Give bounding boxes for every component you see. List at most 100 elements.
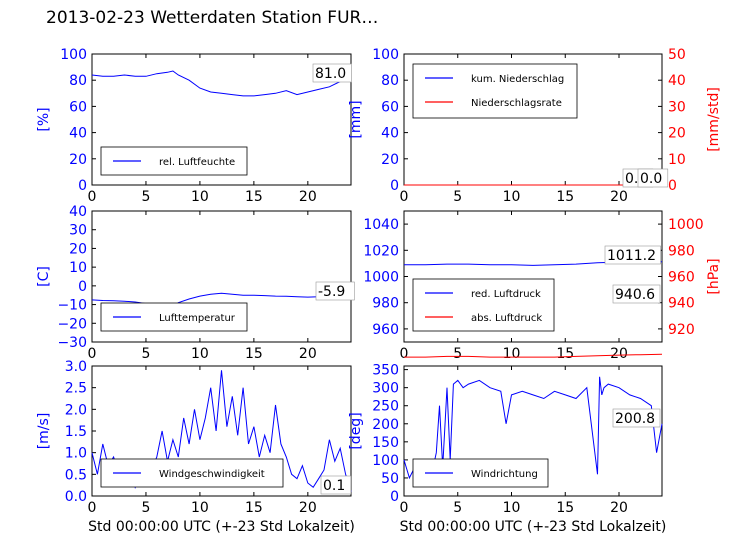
x-tick-label: 15 <box>245 500 263 516</box>
x-tick-label: 5 <box>141 500 150 516</box>
y-tick-label: 40 <box>69 126 87 142</box>
y-tick-label: −30 <box>57 335 87 351</box>
x-tick-label: 0 <box>88 500 97 516</box>
legend: rel. Luftfeuchte <box>100 146 248 176</box>
x-tick-label: 10 <box>503 346 521 362</box>
value-annotation-box <box>604 245 661 265</box>
y-tick-label: 80 <box>69 73 87 89</box>
x-tick-label: 5 <box>141 346 150 362</box>
y-tick-label: 0 <box>390 178 399 194</box>
x-tick-label: 10 <box>503 189 521 205</box>
legend-label: abs. Luftdruck <box>471 313 542 324</box>
y-tick-label: 1040 <box>363 217 399 233</box>
legend-label: kum. Niederschlag <box>471 74 564 85</box>
y-tick-label: 0.0 <box>65 489 87 505</box>
y-tick-label: 20 <box>69 152 87 168</box>
x-tick-label: 15 <box>245 189 263 205</box>
y-axis-label: [m/s] <box>36 413 52 450</box>
series-line-0 <box>403 376 663 483</box>
legend-label: Windgeschwindigkeit <box>159 469 265 480</box>
legend: kum. Niederschlag Niederschlagsrate <box>412 63 578 119</box>
y-tick-label: 150 <box>372 435 399 451</box>
y-tick-label: 0 <box>78 279 87 295</box>
value-annotation-box <box>315 281 355 301</box>
value-annotation-2: 0.0 <box>640 171 662 187</box>
y2-tick-label: 940 <box>668 296 695 312</box>
legend-label: Niederschlagsrate <box>471 98 562 109</box>
y-axis-label: [%] <box>36 107 52 131</box>
y-tick-label: 100 <box>372 47 399 63</box>
value-annotation: 200.8 <box>615 411 655 427</box>
y-tick-label: 2.0 <box>65 402 87 418</box>
value-annotation: 1011.2 <box>607 248 656 264</box>
y2-tick-label: 980 <box>668 243 695 259</box>
value-annotation-box <box>320 475 352 495</box>
x-tick-label: 10 <box>503 500 521 516</box>
y-tick-label: 40 <box>69 204 87 220</box>
y-tick-label: 50 <box>381 471 399 487</box>
value-annotation-2: 940.6 <box>615 287 655 303</box>
chart-temperature: 0 5 10 15 20 −30 −20 −10 0 10 20 30 40 [C] Lufttempera… <box>36 204 355 362</box>
y-tick-label: 80 <box>381 73 399 89</box>
x-tick-label: 0 <box>88 346 97 362</box>
value-annotation: 0.1 <box>323 478 345 494</box>
chart-humidity: 0 5 10 15 20 0 20 40 60 80 100 [%] rel. Luftfeuchte 8… <box>36 47 352 205</box>
x-tick-label: 5 <box>453 189 462 205</box>
y-tick-label: 1000 <box>363 270 399 286</box>
y-tick-label: −20 <box>57 316 87 332</box>
y-tick-label: 300 <box>372 381 399 397</box>
y-tick-label: 0 <box>390 489 399 505</box>
legend-label: rel. Luftfeuchte <box>159 157 235 168</box>
y2-tick-label: 50 <box>668 47 686 63</box>
x-tick-label: 20 <box>299 189 317 205</box>
y-tick-label: 1.5 <box>65 424 87 440</box>
y2-axis-label: [mm/std] <box>706 87 722 152</box>
series-line-1 <box>404 353 663 358</box>
y2-tick-label: 1000 <box>668 217 704 233</box>
y-tick-label: 40 <box>381 126 399 142</box>
x-tick-label: 20 <box>610 500 628 516</box>
x-tick-label: 10 <box>191 500 209 516</box>
x-tick-label: 10 <box>191 189 209 205</box>
x-axis-label: Std 00:00:00 UTC (+-23 Std Lokalzeit) <box>400 519 667 535</box>
y2-tick-label: 0 <box>668 178 677 194</box>
legend: red. Luftdruck abs. Luftdruck <box>412 278 555 332</box>
x-tick-label: 5 <box>141 189 150 205</box>
value-annotation-box <box>612 284 661 304</box>
y-tick-label: 960 <box>372 322 399 338</box>
y-tick-label: 250 <box>372 399 399 415</box>
x-tick-label: 20 <box>299 500 317 516</box>
y2-tick-label: 10 <box>668 152 686 168</box>
y-tick-label: 30 <box>69 223 87 239</box>
y-tick-label: 20 <box>381 152 399 168</box>
y-tick-label: 200 <box>372 417 399 433</box>
x-tick-label: 5 <box>453 346 462 362</box>
y-axis-label: [C] <box>36 266 52 287</box>
y-tick-label: 100 <box>60 47 87 63</box>
x-tick-label: 15 <box>245 346 263 362</box>
x-tick-label: 15 <box>556 500 574 516</box>
chart-wind-speed: 0 5 10 15 20 0.0 0.5 1.0 1.5 2.0 2.5 3.0 [m/s] Std 00… <box>36 359 355 535</box>
x-tick-label: 20 <box>299 346 317 362</box>
x-tick-label: 20 <box>610 346 628 362</box>
value-annotation-box <box>637 168 669 188</box>
legend-box <box>412 278 555 332</box>
y2-tick-label: 30 <box>668 99 686 115</box>
y-tick-label: 0 <box>78 178 87 194</box>
value-annotation-box <box>612 408 661 428</box>
y-tick-label: 60 <box>381 99 399 115</box>
x-tick-label: 15 <box>556 346 574 362</box>
y2-tick-label: 40 <box>668 73 686 89</box>
y-tick-label: 2.5 <box>65 381 87 397</box>
y-tick-label: −10 <box>57 298 87 314</box>
series-line-0 <box>91 292 352 307</box>
y-tick-label: 60 <box>69 99 87 115</box>
legend-label: Windrichtung <box>471 469 538 480</box>
legend: Lufttemperatur <box>100 302 248 332</box>
y2-tick-label: 960 <box>668 270 695 286</box>
y-tick-label: 350 <box>372 363 399 379</box>
x-tick-label: 0 <box>400 500 409 516</box>
legend: Windrichtung <box>412 458 549 488</box>
x-tick-label: 10 <box>191 346 209 362</box>
